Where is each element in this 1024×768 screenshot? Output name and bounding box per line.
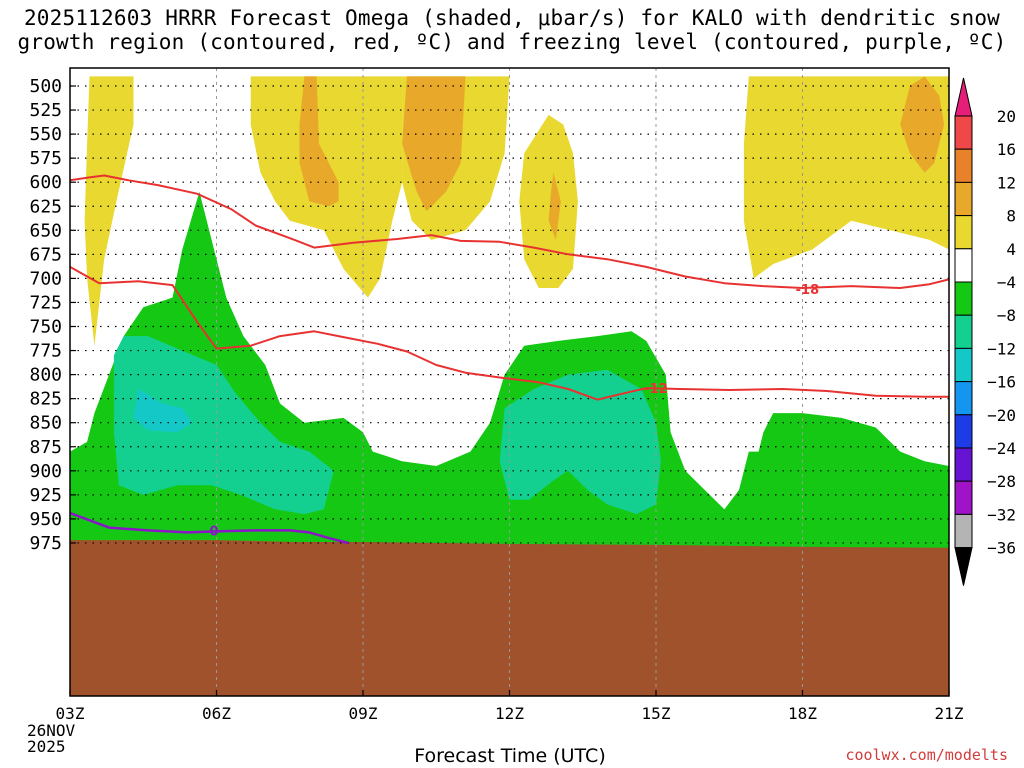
colorbar: 20 16 12 8 4 −4 −8 −12 −16 −20 −24 −28 −32 −36 — [954, 77, 1016, 586]
colorbar-bottom-arrow — [954, 547, 973, 586]
dgz-contour-0 — [70, 174, 949, 289]
colorbar-label-10: −24 — [987, 439, 1016, 458]
ytick-label-725: 725 — [29, 292, 62, 313]
ytick-label-625: 625 — [29, 196, 62, 217]
title-line-2: growth region (contoured, red, ºC) and f… — [17, 30, 1007, 54]
colorbar-label-9: −20 — [987, 406, 1016, 425]
credit-text: coolwx.com/modelts — [845, 746, 1008, 764]
xtick-label-06Z: 06Z — [202, 704, 231, 723]
title-line-1: 2025112603 HRRR Forecast Omega (shaded, … — [23, 6, 1001, 30]
colorbar-label-12: −32 — [987, 505, 1016, 524]
freezing-level-contour-label: 0 — [210, 524, 219, 539]
xtick-label-21Z: 21Z — [935, 704, 964, 723]
colorbar-top-arrow — [954, 77, 973, 117]
ytick-label-975: 975 — [29, 533, 62, 554]
colorbar-label-4: 4 — [1006, 240, 1016, 259]
omega-region-3 — [519, 114, 578, 289]
colorbar-segment-10 — [954, 414, 973, 449]
ytick-label-875: 875 — [29, 437, 62, 458]
xtick-label-18Z: 18Z — [788, 704, 817, 723]
y-axis: 500 525 550 575 600 625 650 675 700 725 750 775 800 8… — [29, 76, 76, 554]
colorbar-label-11: −28 — [987, 472, 1016, 491]
xtick-label-15Z: 15Z — [642, 704, 671, 723]
dgz-contour-0-label: -18 — [796, 283, 820, 298]
omega-region-11 — [499, 369, 661, 515]
dgz-contour-1-label: -12 — [644, 382, 668, 397]
colorbar-segment-2 — [954, 148, 973, 183]
colorbar-label-2: 12 — [997, 173, 1016, 192]
freezing-level-contour — [70, 511, 349, 545]
colorbar-segment-13 — [954, 513, 973, 549]
dgz-contour-1 — [70, 266, 949, 401]
colorbar-label-1: 16 — [997, 140, 1016, 159]
omega-region-7 — [548, 172, 561, 240]
omega-region-5 — [299, 76, 339, 207]
colorbar-segment-5 — [954, 248, 973, 283]
omega-region-8 — [900, 76, 945, 173]
ytick-label-575: 575 — [29, 148, 62, 169]
colorbar-label-7: −12 — [987, 339, 1016, 358]
ytick-label-900: 900 — [29, 461, 62, 482]
colorbar-segment-11 — [954, 447, 973, 482]
colorbar-segment-12 — [954, 480, 973, 515]
colorbar-label-6: −8 — [997, 306, 1016, 325]
colorbar-segment-4 — [954, 215, 973, 250]
ytick-label-750: 750 — [29, 317, 62, 338]
colorbar-segment-3 — [954, 181, 973, 217]
ytick-label-550: 550 — [29, 124, 62, 145]
colorbar-label-5: −4 — [997, 273, 1016, 292]
colorbar-segment-6 — [954, 281, 973, 316]
xtick-label-12Z: 12Z — [495, 704, 524, 723]
ytick-label-775: 775 — [29, 341, 62, 362]
omega-region-6 — [402, 76, 466, 212]
omega-region-10 — [113, 336, 334, 515]
ytick-label-850: 850 — [29, 413, 62, 434]
omega-region-4 — [743, 76, 949, 279]
x-start-date-1: 2025 — [27, 737, 66, 756]
x-start-date-0: 26NOV — [27, 721, 76, 740]
xtick-label-03Z: 03Z — [56, 704, 85, 723]
colorbar-segment-7 — [954, 314, 973, 349]
plot-area — [70, 76, 949, 696]
ytick-label-700: 700 — [29, 268, 62, 289]
ytick-label-800: 800 — [29, 365, 62, 386]
colorbar-segment-1 — [954, 115, 973, 150]
omega-region-12 — [133, 389, 193, 433]
colorbar-label-8: −16 — [987, 373, 1016, 392]
chart-title: 2025112603 HRRR Forecast Omega (shaded, … — [0, 6, 1024, 54]
x-axis-title: Forecast Time (UTC) — [414, 745, 606, 767]
colorbar-segment-8 — [954, 347, 973, 383]
colorbar-label-0: 20 — [997, 107, 1016, 126]
ytick-label-675: 675 — [29, 244, 62, 265]
terrain — [70, 540, 949, 696]
ytick-label-525: 525 — [29, 100, 62, 121]
xtick-label-09Z: 09Z — [349, 704, 378, 723]
ytick-label-650: 650 — [29, 220, 62, 241]
ytick-label-950: 950 — [29, 509, 62, 530]
omega-region-0 — [84, 76, 134, 346]
ytick-label-500: 500 — [29, 76, 62, 97]
ytick-label-825: 825 — [29, 389, 62, 410]
colorbar-label-3: 8 — [1006, 207, 1016, 226]
colorbar-segment-9 — [954, 381, 973, 416]
ytick-label-600: 600 — [29, 172, 62, 193]
ytick-label-925: 925 — [29, 485, 62, 506]
contour-lines: -18 -12 0 — [70, 174, 949, 545]
colorbar-label-13: −36 — [987, 539, 1016, 558]
